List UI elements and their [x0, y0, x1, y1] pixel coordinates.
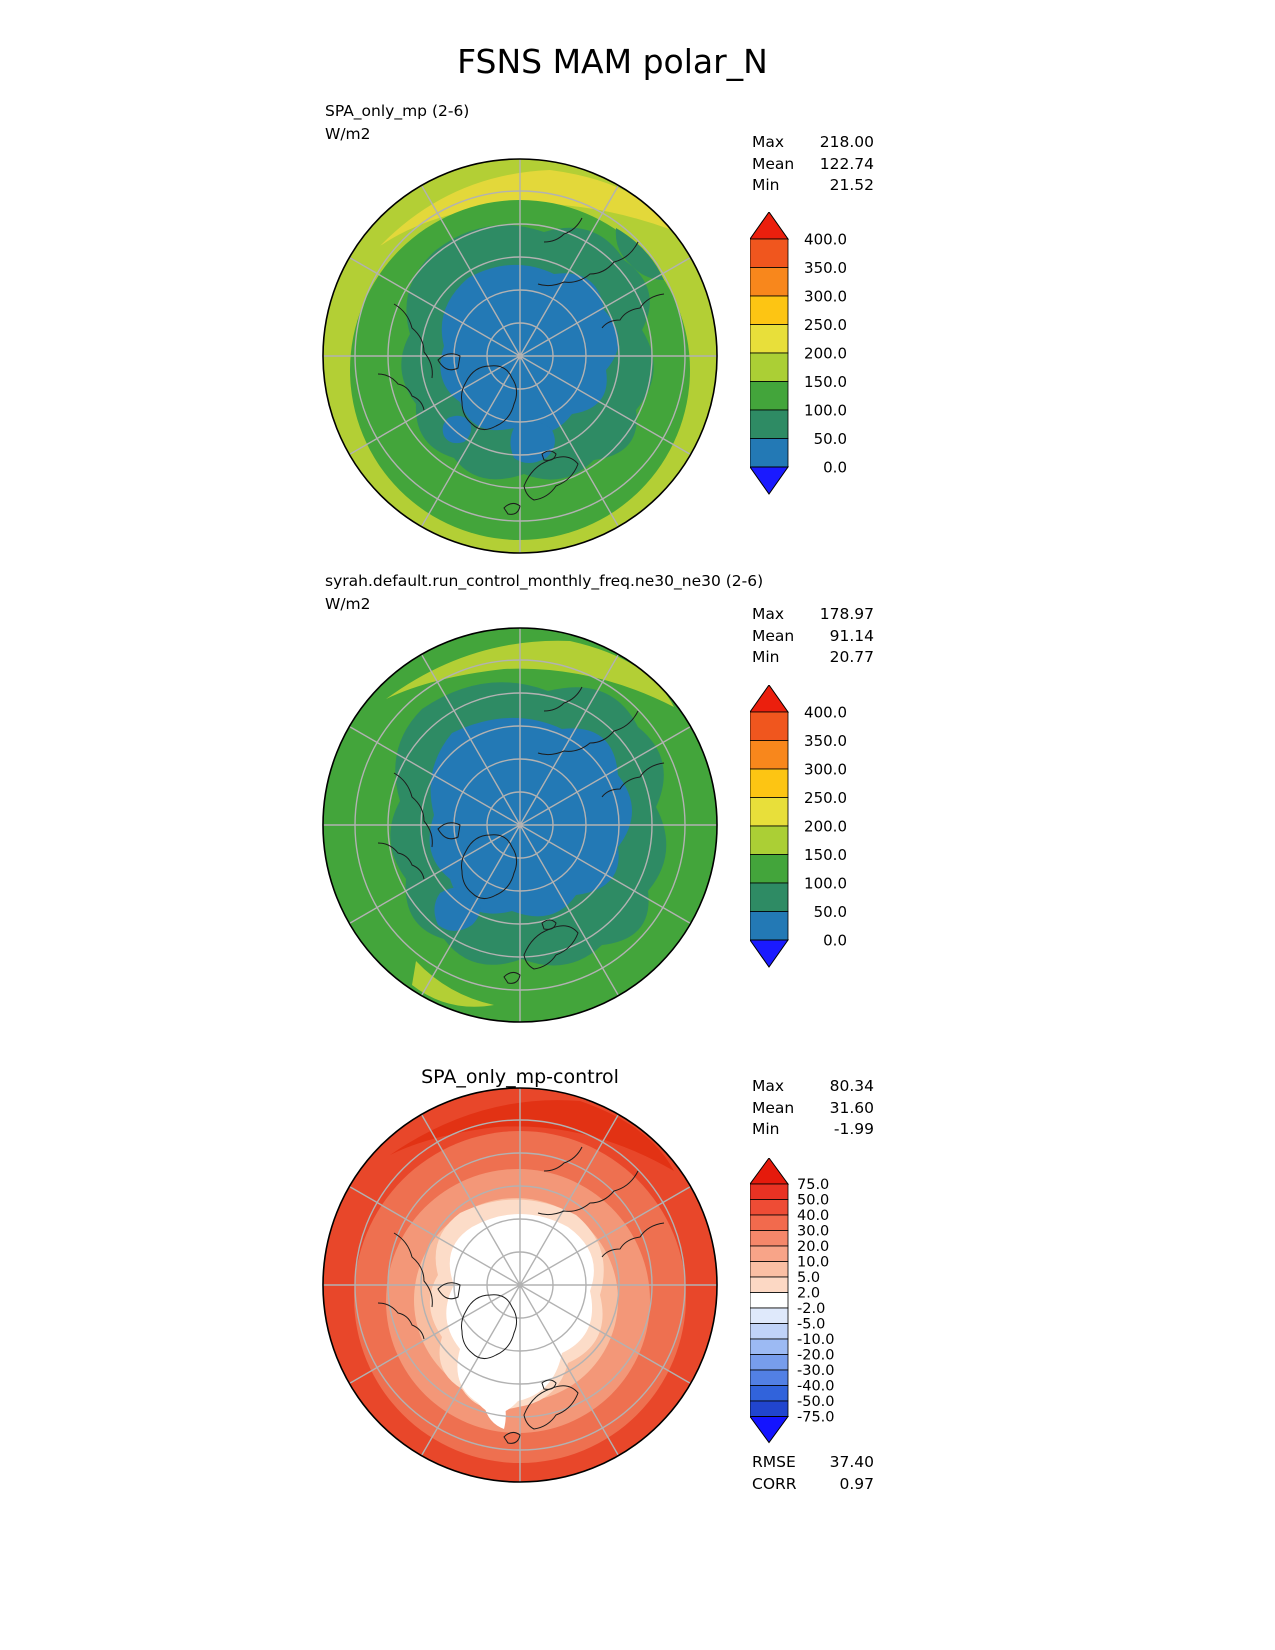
svg-text:-5.0: -5.0 — [797, 1317, 825, 1333]
svg-text:350.0: 350.0 — [804, 732, 847, 750]
panel2-map — [320, 625, 720, 1025]
corr-label: CORR — [752, 1474, 797, 1493]
svg-text:40.0: 40.0 — [797, 1208, 829, 1224]
svg-text:-75.0: -75.0 — [797, 1410, 835, 1426]
svg-text:250.0: 250.0 — [804, 316, 847, 334]
panel1-units: W/m2 — [325, 125, 371, 143]
panel3-max-value: 80.34 — [829, 1077, 874, 1095]
svg-text:50.0: 50.0 — [797, 1193, 829, 1209]
svg-text:100.0: 100.0 — [804, 874, 847, 892]
svg-text:50.0: 50.0 — [814, 430, 847, 448]
panel2-stats: Max 178.97 Mean 91.14 Min 20.77 — [752, 604, 874, 669]
panel2-max-value: 178.97 — [819, 605, 874, 623]
svg-text:-30.0: -30.0 — [797, 1363, 835, 1379]
figure-title: FSNS MAM polar_N — [457, 42, 768, 81]
panel3-map-svg — [322, 1087, 718, 1483]
svg-text:10.0: 10.0 — [797, 1255, 829, 1271]
svg-text:350.0: 350.0 — [804, 259, 847, 277]
svg-text:250.0: 250.0 — [804, 789, 847, 807]
svg-text:5.0: 5.0 — [797, 1270, 820, 1286]
svg-text:30.0: 30.0 — [797, 1224, 829, 1240]
panel1-mean-label: Mean — [752, 154, 795, 173]
svg-text:-20.0: -20.0 — [797, 1348, 835, 1364]
svg-text:200.0: 200.0 — [804, 344, 847, 362]
panel2-map-svg — [322, 627, 718, 1023]
svg-text:200.0: 200.0 — [804, 817, 847, 835]
panel3-mean-value: 31.60 — [829, 1098, 874, 1117]
svg-text:300.0: 300.0 — [804, 760, 847, 778]
svg-text:400.0: 400.0 — [804, 703, 847, 721]
panel3-mean-label: Mean — [752, 1098, 795, 1117]
svg-text:0.0: 0.0 — [823, 931, 847, 949]
panel2-dataset-name: syrah.default.run_control_monthly_freq.n… — [325, 572, 764, 590]
rmse-value: 37.40 — [829, 1453, 874, 1471]
panel2-max-label: Max — [752, 605, 785, 623]
svg-text:20.0: 20.0 — [797, 1239, 829, 1255]
panel1-colorbar: 400.0 350.0 300.0 250.0 200.0 150.0 100.0 50.0 0… — [750, 212, 875, 502]
svg-text:0.0: 0.0 — [823, 458, 847, 476]
svg-text:-10.0: -10.0 — [797, 1332, 835, 1348]
svg-text:150.0: 150.0 — [804, 373, 847, 391]
panel1-stats: Max 218.00 Mean 122.74 Min 21.52 — [752, 132, 874, 197]
panel1-dataset-name: SPA_only_mp (2-6) — [325, 102, 470, 120]
panel3-colorbar: 75.0 50.0 40.0 30.0 20.0 10.0 5.0 2.0 -2.0 -5.0 -1… — [750, 1158, 875, 1451]
panel1-min-label: Min — [752, 176, 780, 194]
panel2-units: W/m2 — [325, 595, 371, 613]
panel2-min-value: 20.77 — [829, 648, 874, 666]
panel1-map — [320, 156, 720, 556]
panel3-title: SPA_only_mp-control — [421, 1066, 619, 1088]
panel3-stats: Max 80.34 Mean 31.60 Min -1.99 — [752, 1076, 874, 1141]
panel1-max-label: Max — [752, 133, 785, 151]
panel2-mean-value: 91.14 — [829, 626, 874, 645]
corr-value: 0.97 — [839, 1474, 874, 1493]
panel1-mean-value: 122.74 — [819, 154, 874, 173]
rmse-label: RMSE — [752, 1453, 796, 1471]
panel2-mean-label: Mean — [752, 626, 795, 645]
svg-text:400.0: 400.0 — [804, 230, 847, 248]
svg-text:-2.0: -2.0 — [797, 1301, 825, 1317]
svg-text:300.0: 300.0 — [804, 287, 847, 305]
svg-text:150.0: 150.0 — [804, 846, 847, 864]
svg-text:50.0: 50.0 — [814, 903, 847, 921]
panel3-max-label: Max — [752, 1077, 785, 1095]
panel1-max-value: 218.00 — [819, 133, 874, 151]
svg-text:75.0: 75.0 — [797, 1177, 829, 1193]
panel3-map — [320, 1085, 720, 1485]
panel2-label: syrah.default.run_control_monthly_freq.n… — [325, 570, 763, 616]
panel2-colorbar: 400.0 350.0 300.0 250.0 200.0 150.0 100.0 50.0 0… — [750, 685, 875, 975]
panel2-min-label: Min — [752, 648, 780, 666]
svg-text:-50.0: -50.0 — [797, 1394, 835, 1410]
svg-text:-40.0: -40.0 — [797, 1379, 835, 1395]
panel1-min-value: 21.52 — [829, 176, 874, 194]
svg-text:100.0: 100.0 — [804, 401, 847, 419]
panel1-label: SPA_only_mp (2-6) W/m2 — [325, 100, 469, 146]
panel3-min-value: -1.99 — [833, 1120, 874, 1138]
panel3-min-label: Min — [752, 1120, 780, 1138]
svg-text:2.0: 2.0 — [797, 1286, 820, 1302]
panel1-map-svg — [322, 158, 718, 554]
panel3-metrics: RMSE 37.40 CORR 0.97 — [752, 1452, 874, 1495]
